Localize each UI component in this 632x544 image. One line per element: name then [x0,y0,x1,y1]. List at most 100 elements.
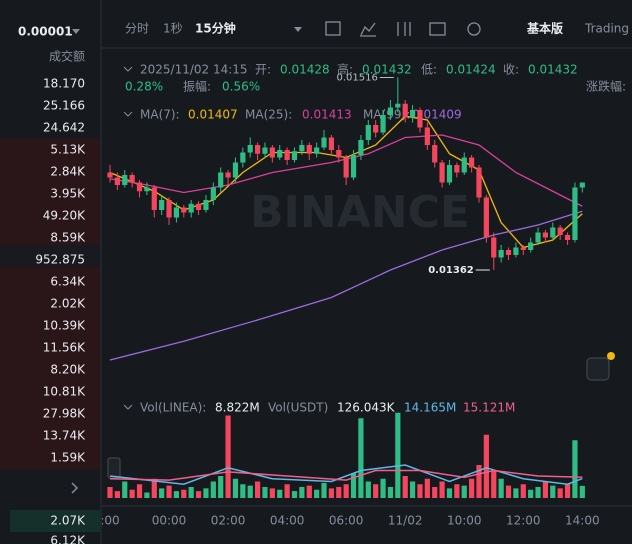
candle-body [269,147,275,158]
candle-body [284,150,290,160]
candle-body [424,127,430,145]
trade-amount: 952.875 [35,253,85,267]
expand-arrow[interactable] [71,482,79,494]
candle-body [579,182,585,188]
volume-bar [513,488,519,498]
volume-bar [461,485,467,498]
trade-amount: 13.74K [43,429,86,443]
candle-body [181,207,187,213]
candle-body [461,157,467,173]
depth-bid [10,510,100,532]
x-tick-label: 00:00 [152,514,187,528]
candle-body [572,187,578,240]
candle-body [336,150,342,158]
volume-bar [483,434,489,498]
volume-bar [542,481,549,498]
x-tick-label: 02:00 [211,514,246,528]
x-tick-label: 12:00 [506,514,541,528]
candle-body [395,103,401,108]
candle-body [107,172,113,178]
collapse-icons[interactable] [123,66,133,410]
volume-bar [122,481,128,498]
volume-bar [535,487,541,498]
scroll-button[interactable] [107,457,121,479]
candle-body [528,242,534,250]
float-button[interactable] [586,357,610,381]
trade-amount: 11.56K [43,341,86,355]
trade-amount: 1.59K [50,451,86,465]
info-label: 涨跌幅: [586,79,626,94]
volume-bar [107,487,113,498]
trade-amount: 10.81K [43,385,86,399]
info-value: 0.01424 [446,63,496,77]
trade-amount: 8.20K [50,363,86,377]
x-tick-label: 04:00 [270,514,305,528]
vol-value: 14.165M [404,401,456,415]
volume-bar [159,488,165,498]
ma-value: 0.01409 [412,108,462,122]
info-label: 振幅: [183,79,211,94]
candle-body [203,200,209,210]
volume-bar [210,481,216,498]
candle-body [454,165,460,173]
candle-body [188,203,194,213]
volume-bar [151,478,157,498]
interval-tab[interactable]: 1秒 [163,22,183,36]
interval-tab[interactable]: 分时 [125,22,149,36]
column-header: 成交额 [49,49,85,64]
candle-body [129,175,135,183]
volume-bar [240,484,246,498]
volume-bar [328,488,334,498]
volume-bar [491,470,497,498]
volume-ma-line [109,469,583,481]
volume-bar [409,481,416,498]
candle-body [218,172,224,188]
mode-tab[interactable]: Trading [584,22,629,36]
version-tab[interactable]: 基本版 [526,21,563,36]
volume-bar [284,484,290,498]
volume-bar [454,484,460,498]
trade-amount: 49.20K [43,209,86,223]
volume-bar [144,492,150,498]
chart-area: BINANCE 2025/11/02 14:15 开: 0.01428 高: 0.014… [100,62,626,528]
volume-bar [417,484,423,498]
candle-body [328,137,334,150]
candle-body [358,140,364,155]
info-value: 0.56% [222,80,260,94]
ma-line [109,210,583,361]
candle-body [446,165,453,183]
candle-body [277,150,283,158]
ma-label: MA(99): [363,108,410,122]
candle-body [114,177,120,185]
volume-bar [218,476,224,498]
interval-dropdown[interactable] [294,27,302,32]
x-tick-label: 06:00 [329,514,364,528]
volume-bar [181,489,187,498]
tick-size[interactable]: 0.00001 [18,25,73,39]
candle-time: 2025/11/02 14:15 [140,63,248,77]
volume-bar [365,481,371,498]
candle-body [255,145,261,154]
candle-body [247,145,253,153]
toolbar-icons[interactable] [325,21,481,37]
volume-bar [343,484,349,498]
x-tick-label: :00 [100,514,119,528]
volume-bar [432,487,438,498]
notice-dot [607,352,615,360]
volume-bar [402,476,408,498]
depth-background [0,139,100,469]
volume-bar [446,488,453,498]
trade-amount: 2.02K [50,297,86,311]
candle-body [432,145,438,163]
volume-bar [550,485,556,498]
volume-bar [247,485,253,498]
candle-body [491,237,497,258]
interval-tab[interactable]: 15分钟 [195,21,236,36]
volume-bar [564,484,571,498]
ma-value: 0.01407 [188,108,238,122]
x-tick-label: 10:00 [447,514,482,528]
volume-bar [188,487,194,498]
info-label: 收: [503,63,519,77]
volume-bar [358,418,364,498]
